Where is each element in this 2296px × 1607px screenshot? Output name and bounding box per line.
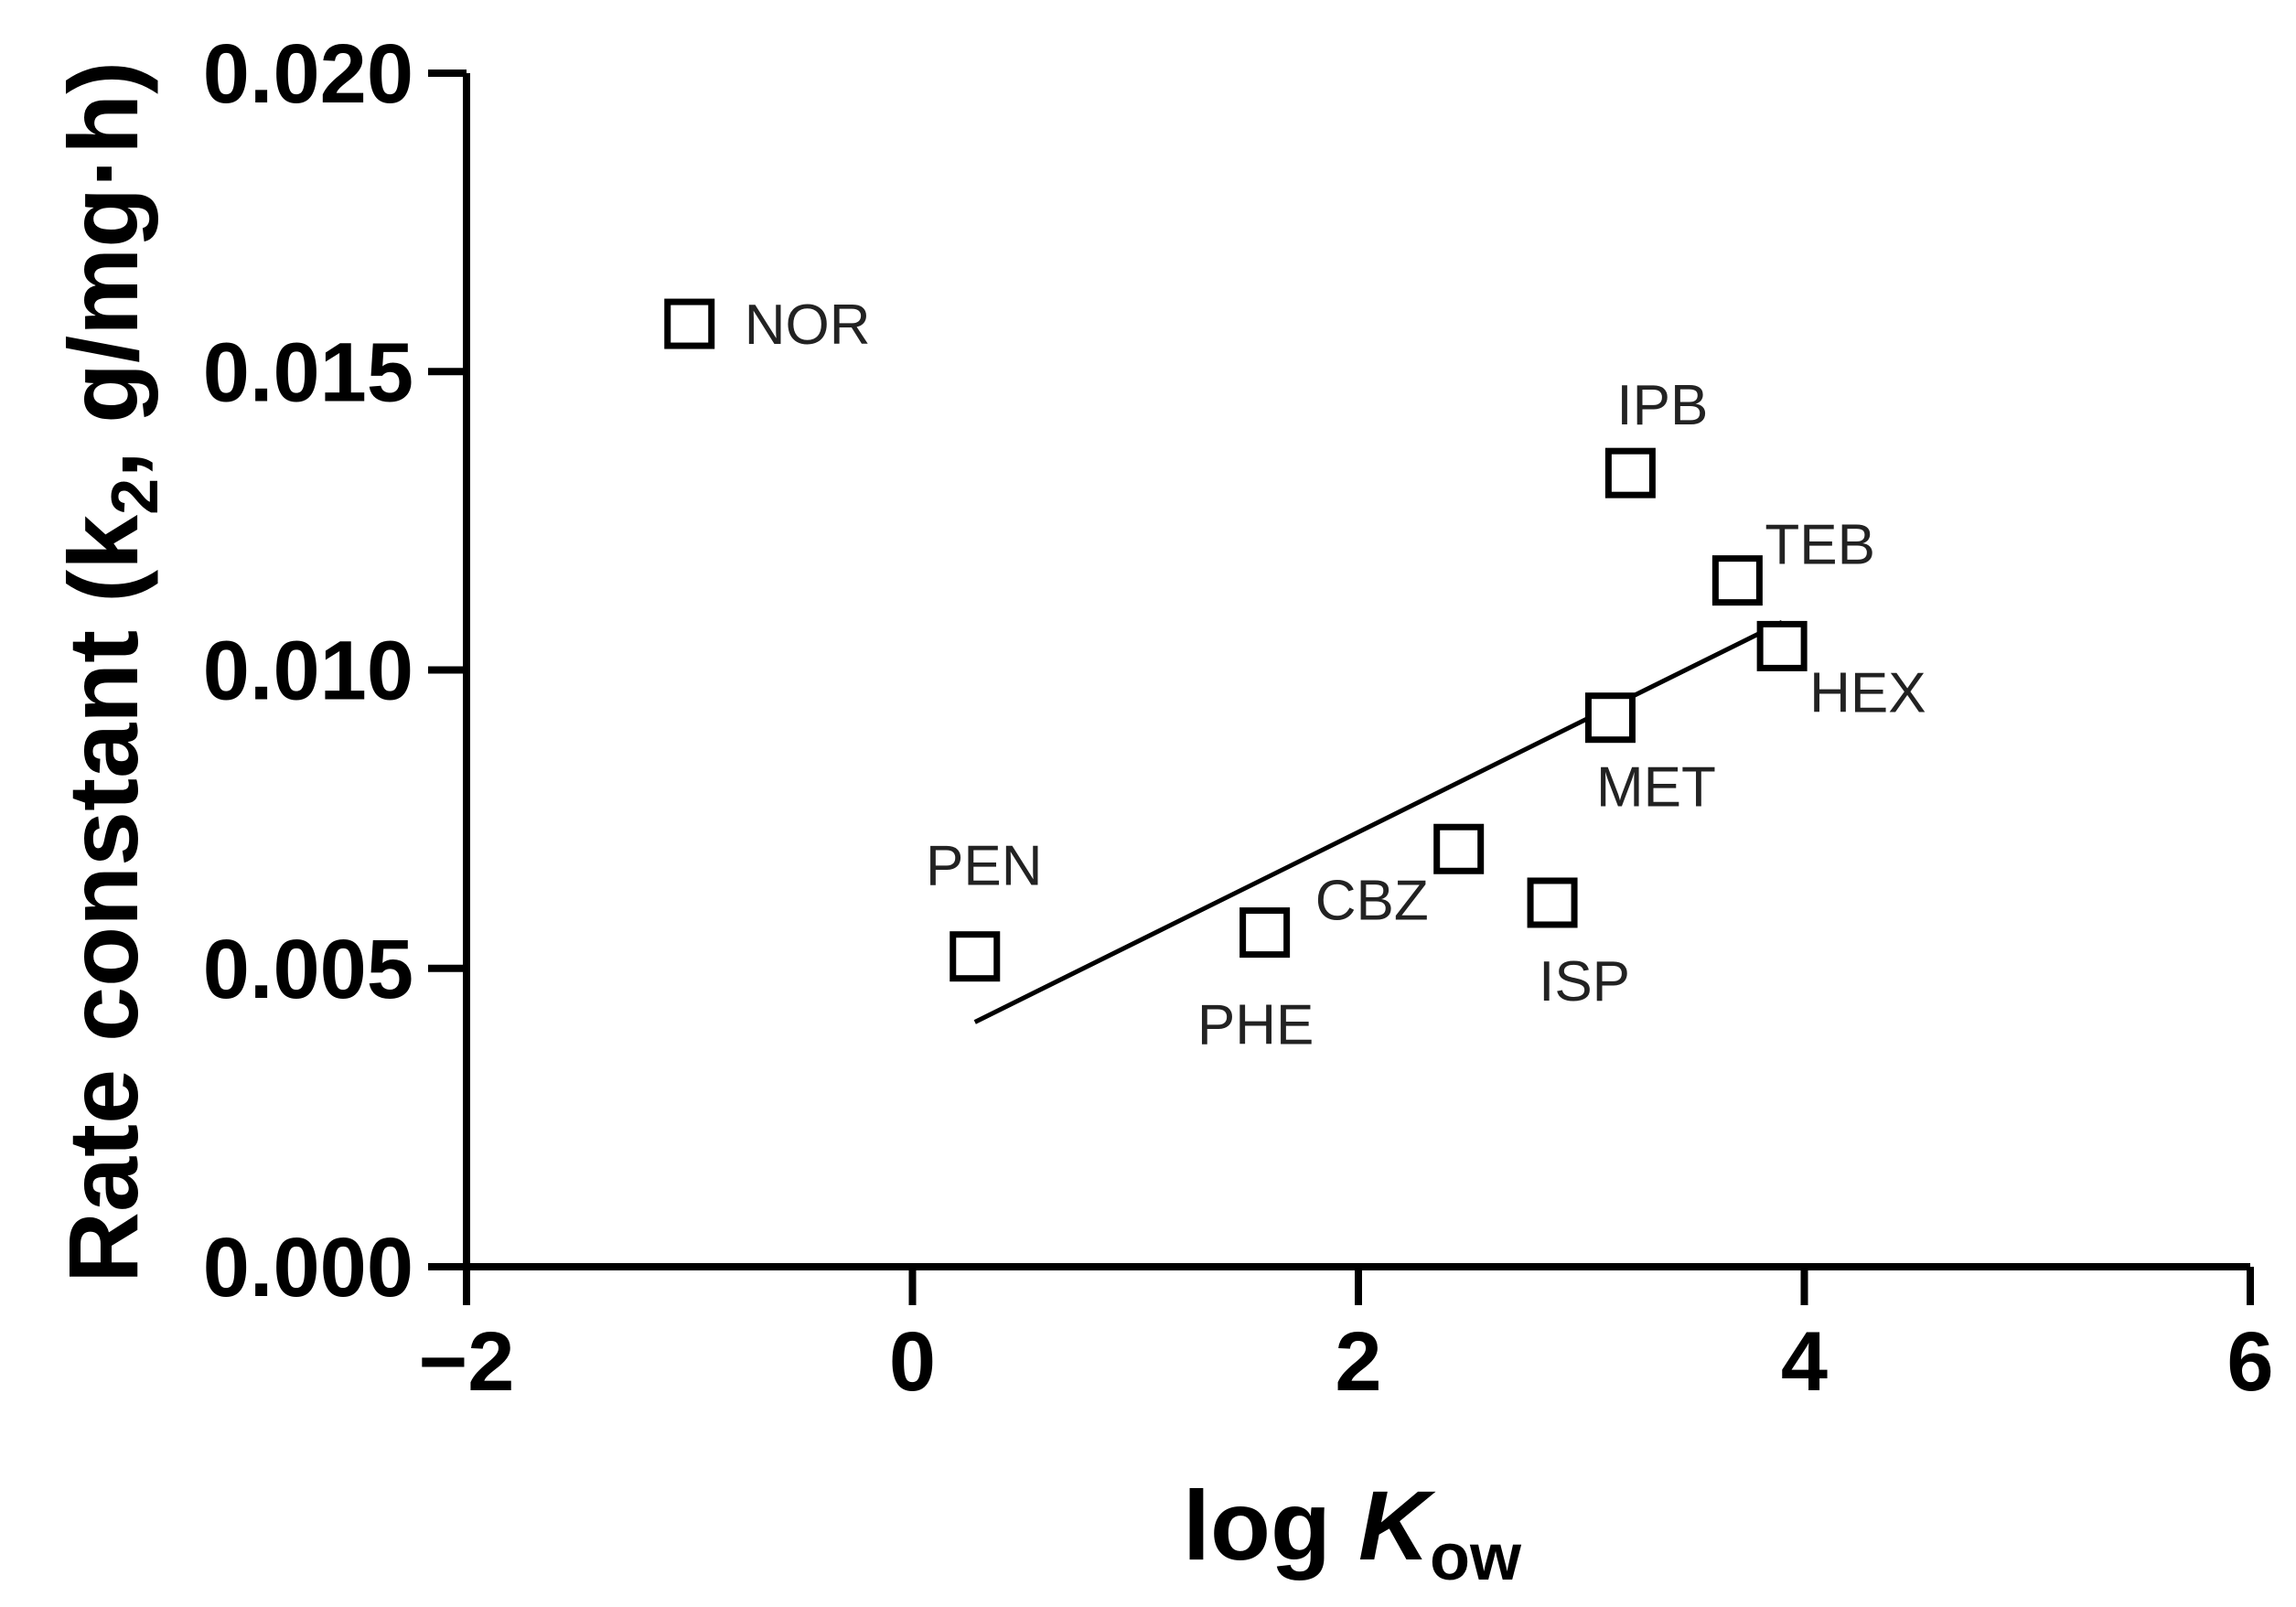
point-label-isp: ISP — [1539, 950, 1630, 1013]
y-tick-label: 0.020 — [203, 27, 413, 121]
point-label-pen: PEN — [926, 835, 1042, 898]
y-axis-title: Rate constant (k2, g/mg·h) — [48, 61, 172, 1283]
data-point-hex — [1756, 620, 1808, 671]
points-layer — [664, 298, 1808, 982]
y-axis-title-prefix: Rate constant (k — [48, 514, 158, 1283]
y-tick-label: 0.015 — [203, 326, 413, 419]
data-point-ipb — [1604, 447, 1656, 498]
data-point-teb — [1711, 555, 1763, 606]
x-axis-title-prefix: log — [1183, 1470, 1358, 1580]
point-label-nor: NOR — [745, 294, 871, 357]
regression-layer — [973, 620, 1784, 1024]
x-tick-label: 6 — [2226, 1315, 2273, 1409]
data-point-cbz — [1433, 823, 1485, 874]
x-axis-title-subscript: ow — [1430, 1521, 1522, 1594]
y-axis-title-subscript: 2 — [99, 478, 172, 515]
data-point-phe — [1239, 907, 1291, 959]
x-tick-label: 2 — [1335, 1315, 1381, 1409]
data-point-isp — [1527, 877, 1578, 928]
x-tick-label: −2 — [419, 1315, 515, 1409]
point-label-teb: TEB — [1765, 514, 1875, 577]
point-label-hex: HEX — [1809, 661, 1926, 724]
data-point-pen — [950, 931, 1001, 982]
x-tick-label: 0 — [889, 1315, 936, 1409]
regression-line — [973, 620, 1784, 1024]
point-label-phe: PHE — [1197, 994, 1314, 1057]
point-label-cbz: CBZ — [1315, 869, 1429, 932]
data-point-met — [1584, 692, 1636, 744]
x-axis-title: log Kow — [1183, 1470, 1522, 1594]
data-point-nor — [664, 298, 715, 349]
y-tick-label: 0.000 — [203, 1221, 413, 1314]
x-axis-title-italic: K — [1358, 1470, 1436, 1580]
y-axis-title-suffix: , g/mg·h) — [48, 61, 158, 478]
point-label-met: MET — [1596, 756, 1716, 820]
point-label-ipb: IPB — [1616, 374, 1708, 437]
y-tick-label: 0.005 — [203, 923, 413, 1016]
ticks: −2 0 2 4 6 0.000 0.005 0.010 0.015 0.020 — [203, 27, 2274, 1409]
y-tick-label: 0.010 — [203, 625, 413, 718]
axes — [463, 73, 2250, 1270]
x-tick-label: 4 — [1781, 1315, 1828, 1409]
